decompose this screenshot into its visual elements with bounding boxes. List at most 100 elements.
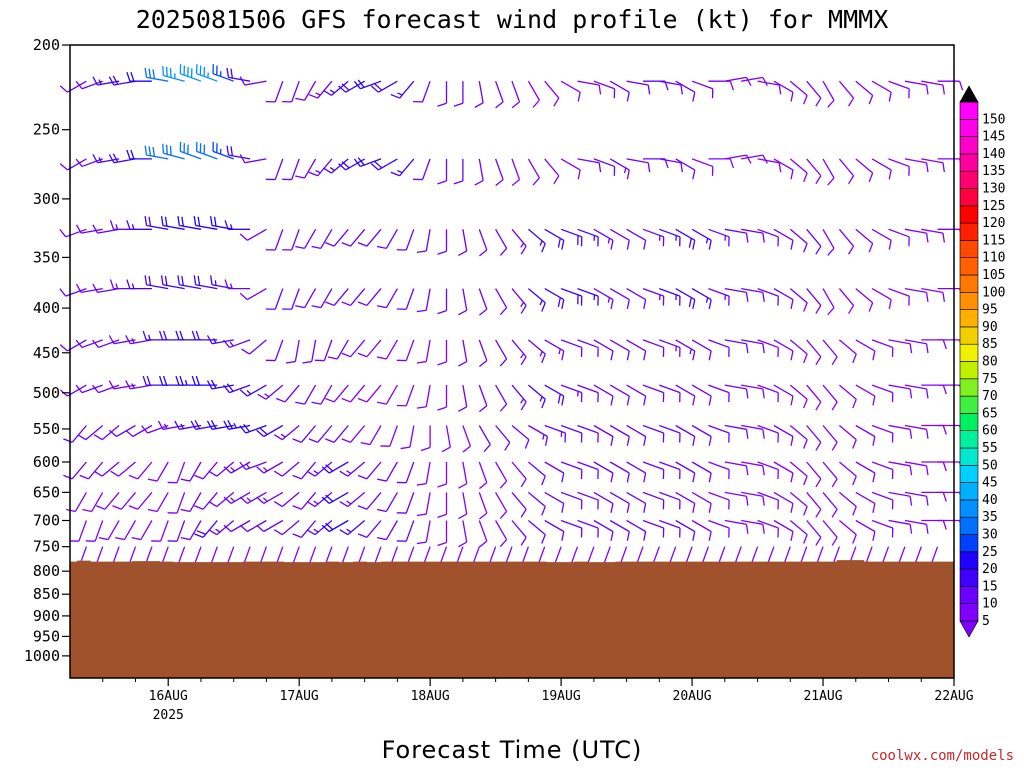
wind-barb <box>59 228 87 238</box>
colorbar-label: 100 <box>982 285 1005 300</box>
wind-barb <box>593 461 614 483</box>
wind-barb <box>528 424 549 446</box>
wind-barb <box>282 229 300 251</box>
wind-barb <box>325 425 349 443</box>
terrain-fill <box>70 560 954 678</box>
wind-barb <box>806 520 822 546</box>
wind-barb <box>416 384 431 409</box>
wind-barb <box>59 80 87 93</box>
wind-barb <box>376 384 398 405</box>
wind-barb <box>177 275 202 290</box>
wind-barb <box>577 384 599 403</box>
wind-barb <box>339 461 366 477</box>
colorbar-swatch <box>959 309 979 328</box>
colorbar-swatch <box>959 482 979 501</box>
wind-barb <box>527 461 546 486</box>
wind-barb <box>789 520 808 544</box>
wind-barb <box>223 339 251 349</box>
wind-barb <box>708 519 730 538</box>
wind-barb <box>822 158 835 186</box>
colorbar-label: 105 <box>982 268 1005 283</box>
wind-barb <box>458 339 468 367</box>
wind-barb <box>295 384 317 405</box>
wind-barb <box>659 287 681 306</box>
wind-barb <box>789 491 808 516</box>
colorbar-label: 10 <box>982 597 998 612</box>
wind-barb <box>126 149 152 160</box>
wind-barb <box>193 216 218 230</box>
wind-barb <box>544 491 565 513</box>
wind-barb <box>92 154 120 164</box>
x-tick-label: 16AUG <box>149 689 188 704</box>
wind-barb <box>724 424 749 439</box>
wind-barb <box>527 80 540 108</box>
wind-barb <box>888 339 913 354</box>
wind-barb <box>495 520 508 548</box>
wind-barb <box>239 76 267 86</box>
colorbar-swatch <box>959 205 979 224</box>
colorbar-label: 65 <box>982 406 998 421</box>
wind-barb <box>560 80 581 102</box>
wind-barb <box>675 288 696 310</box>
wind-barb <box>306 520 333 536</box>
wind-barb <box>888 287 910 306</box>
wind-barb <box>323 158 349 174</box>
wind-barb <box>437 339 448 366</box>
wind-barb <box>888 424 913 439</box>
plot-frame <box>69 44 955 679</box>
wind-barb <box>904 384 929 399</box>
wind-barb <box>174 420 202 430</box>
colorbar-swatch <box>959 240 979 258</box>
wind-barb <box>413 158 431 181</box>
wind-barb <box>357 228 382 247</box>
y-tick-label: 450 <box>33 344 60 362</box>
wind-barb <box>257 384 284 400</box>
wind-barb <box>659 228 681 247</box>
wind-barb <box>191 330 218 341</box>
wind-barb <box>75 224 103 234</box>
wind-barb <box>642 339 665 357</box>
time-axis: 16AUG 2025 17AUG 18AUG 19AUG 20AUG 21AUG 22AUG <box>102 678 974 723</box>
wind-barb <box>239 228 267 241</box>
wind-barb <box>921 491 947 502</box>
wind-barb <box>59 384 87 397</box>
x-tick-label: 20AUG <box>673 689 712 704</box>
wind-barb <box>292 520 317 538</box>
wind-barb <box>494 158 504 186</box>
wind-barb <box>339 520 366 536</box>
wind-barb <box>577 461 599 480</box>
wind-barb <box>390 158 415 177</box>
wind-barb <box>642 228 665 247</box>
wind-barb <box>495 228 508 256</box>
wind-barb <box>256 519 284 533</box>
x-tick-label: 21AUG <box>803 689 842 704</box>
wind-barb <box>691 424 712 446</box>
wind-barb <box>416 288 431 313</box>
wind-barb <box>937 228 964 239</box>
wind-barb <box>282 80 300 103</box>
y-tick-label: 700 <box>33 512 60 530</box>
wind-barb <box>888 491 913 506</box>
colorbar-label: 120 <box>982 216 1005 231</box>
y-tick-label: 250 <box>33 121 60 139</box>
wind-barb <box>822 384 838 411</box>
wind-barb <box>904 424 929 439</box>
wind-barb <box>179 64 202 82</box>
wind-barb <box>724 384 749 399</box>
wind-barb <box>273 461 300 477</box>
wind-barb <box>838 461 857 486</box>
wind-barb <box>160 275 185 290</box>
wind-barb <box>302 339 317 364</box>
wind-barb <box>626 461 647 483</box>
wind-barb <box>108 380 136 390</box>
wind-barb <box>416 492 431 517</box>
wind-barb <box>285 339 300 364</box>
wind-barb <box>478 425 491 453</box>
wind-barb <box>888 519 913 534</box>
wind-barb <box>226 67 251 82</box>
wind-barb <box>757 158 782 173</box>
colorbar-swatch <box>959 326 979 345</box>
wind-barb <box>838 520 857 544</box>
colorbar-swatch <box>959 378 979 397</box>
wind-barb <box>376 228 398 249</box>
